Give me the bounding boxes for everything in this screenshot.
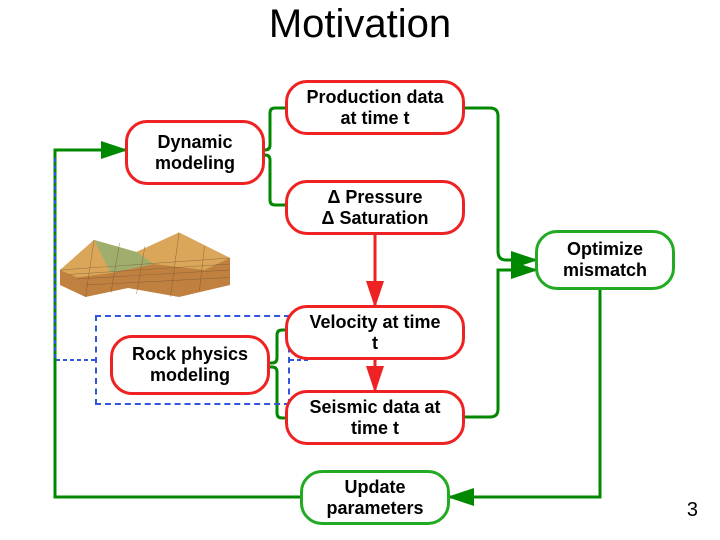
node-optimize-mismatch: Optimizemismatch	[535, 230, 675, 290]
node-update-parameters: Updateparameters	[300, 470, 450, 525]
node-velocity: Velocity at timet	[285, 305, 465, 360]
page-number: 3	[687, 499, 698, 522]
geology-model-image	[60, 225, 230, 300]
node-rock-physics: Rock physicsmodeling	[110, 335, 270, 395]
node-dynamic-modeling: Dynamicmodeling	[125, 120, 265, 185]
node-seismic-data: Seismic data attime t	[285, 390, 465, 445]
node-delta: Δ PressureΔ Saturation	[285, 180, 465, 235]
node-production-data: Production dataat time t	[285, 80, 465, 135]
page-title: Motivation	[0, 2, 720, 47]
